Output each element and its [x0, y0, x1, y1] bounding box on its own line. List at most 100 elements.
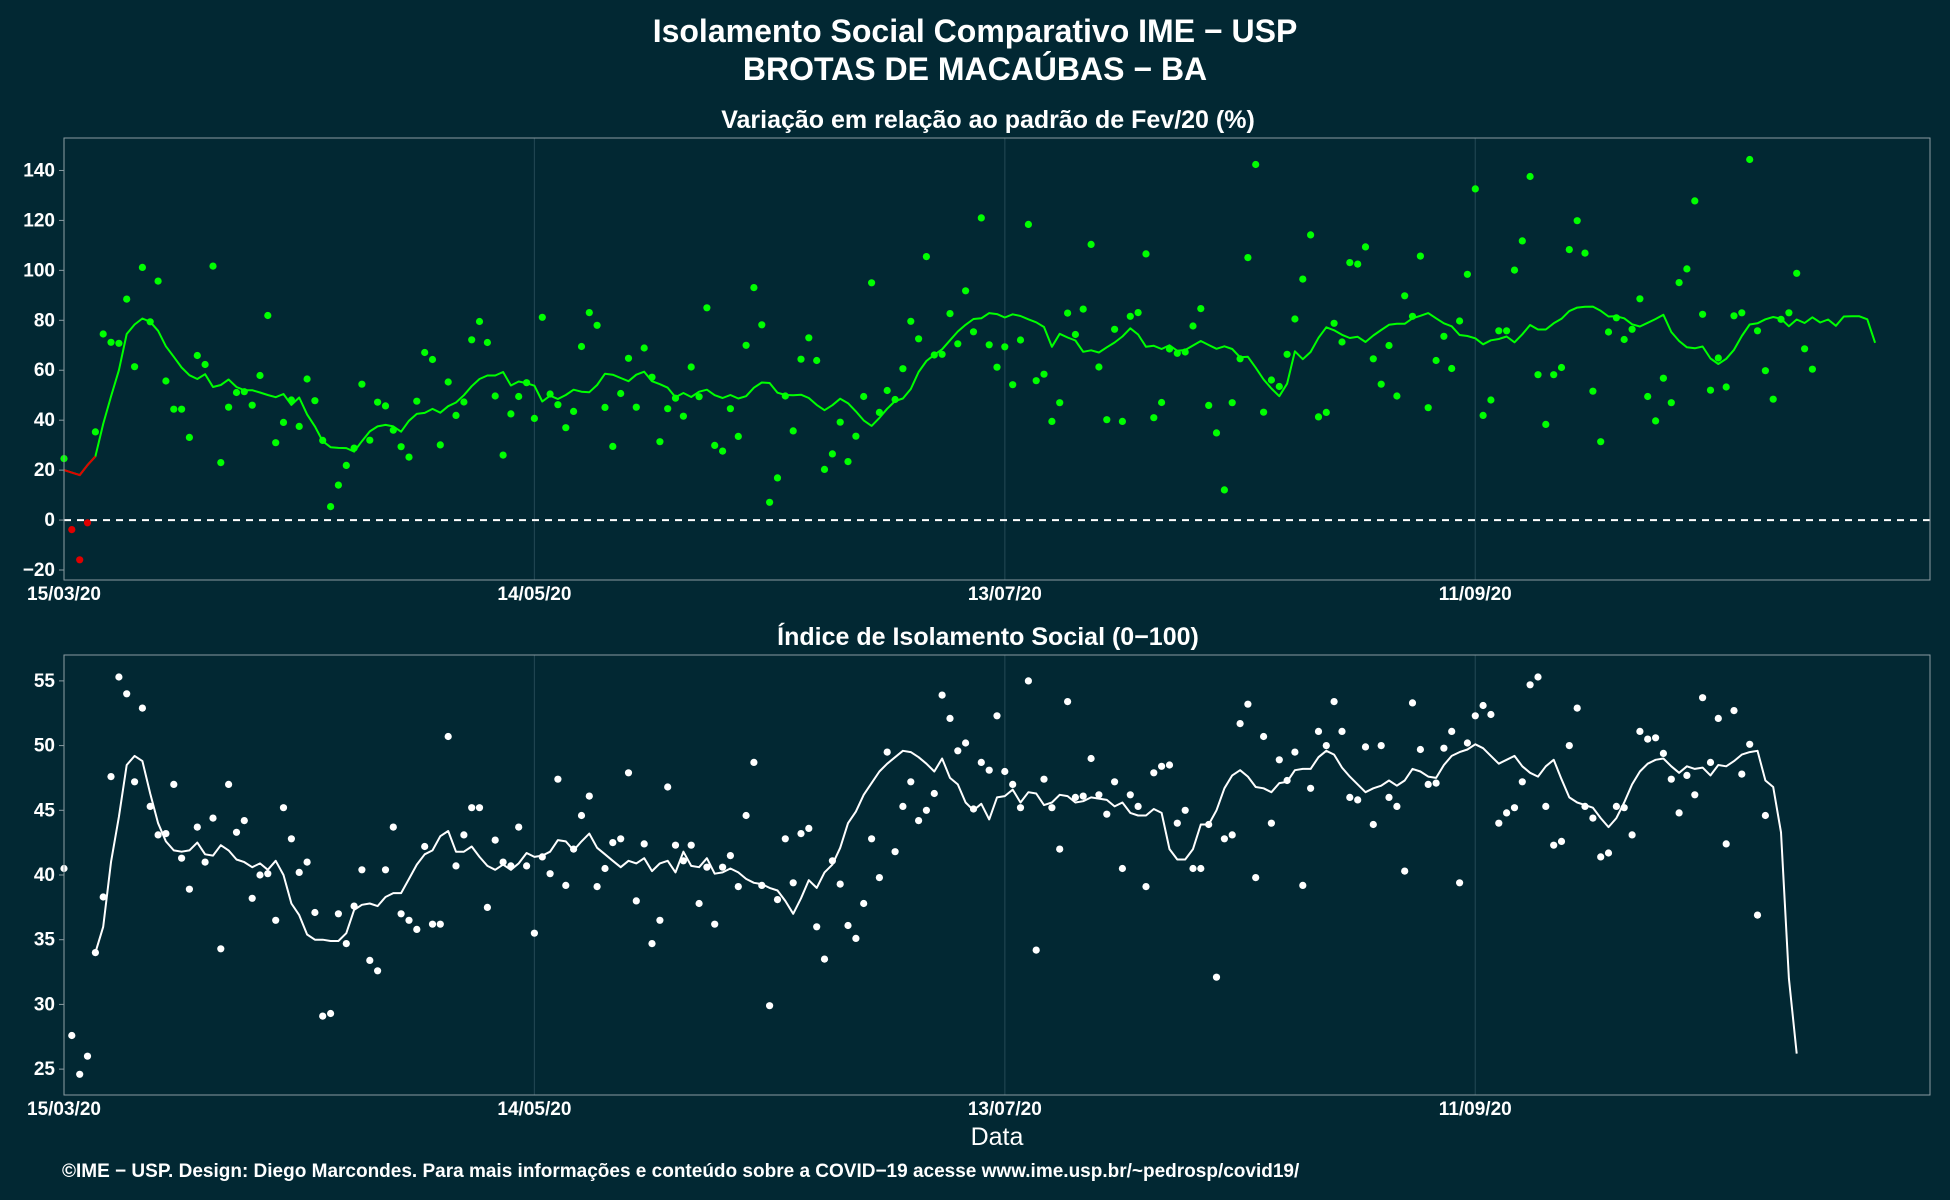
data-point	[930, 789, 938, 798]
data-point	[1691, 791, 1699, 799]
data-point	[1236, 720, 1244, 728]
data-point	[570, 407, 578, 415]
data-point	[91, 428, 99, 436]
y-tick-label: −20	[23, 560, 55, 581]
data-point	[523, 862, 531, 870]
data-point	[1777, 315, 1785, 323]
data-point	[1495, 819, 1503, 827]
data-point	[985, 766, 993, 774]
data-point	[264, 870, 272, 878]
data-point	[507, 410, 515, 418]
data-point	[993, 712, 1001, 720]
data-point	[899, 365, 907, 373]
data-point	[915, 817, 923, 825]
data-point	[1346, 793, 1354, 802]
data-point	[444, 378, 452, 386]
data-point	[1307, 784, 1315, 792]
data-point	[805, 334, 813, 342]
data-point	[374, 398, 382, 406]
data-point	[1361, 743, 1370, 751]
data-point	[1307, 231, 1315, 239]
data-point	[954, 747, 962, 755]
data-point	[1448, 364, 1456, 373]
data-point	[240, 388, 248, 396]
data-point	[342, 461, 350, 469]
data-point	[609, 839, 617, 847]
panel2-points	[60, 673, 1769, 1078]
data-point	[538, 853, 546, 861]
data-point	[366, 956, 374, 965]
data-point	[1252, 874, 1260, 882]
panel2-x-ticks: 15/03/20 14/05/20 13/07/20 11/09/20	[27, 1099, 1512, 1120]
data-point	[1636, 295, 1644, 303]
data-point	[287, 396, 295, 404]
data-point	[91, 949, 99, 957]
data-point	[83, 519, 92, 527]
data-point	[1095, 363, 1103, 371]
data-point	[1699, 694, 1707, 702]
data-point	[1377, 380, 1385, 388]
data-point	[1181, 806, 1189, 814]
data-point	[577, 811, 586, 820]
moving-average-line	[94, 743, 1798, 1054]
data-point	[107, 338, 115, 346]
data-point	[1393, 392, 1401, 400]
data-point	[993, 363, 1001, 371]
data-point	[758, 321, 766, 329]
data-point	[1354, 260, 1362, 268]
data-point	[1283, 776, 1291, 785]
data-point	[554, 775, 562, 783]
x-tick-label: 11/09/20	[1439, 1099, 1512, 1120]
data-point	[201, 360, 209, 369]
data-point	[1346, 259, 1354, 267]
data-point	[405, 916, 413, 924]
data-point	[397, 910, 405, 918]
data-point	[679, 857, 688, 865]
data-point	[1173, 819, 1181, 827]
data-point	[734, 883, 742, 891]
data-point	[891, 848, 899, 856]
data-point	[734, 432, 742, 440]
data-point	[679, 412, 688, 420]
data-point	[413, 397, 421, 405]
data-point	[515, 823, 523, 831]
data-point	[1322, 408, 1330, 416]
data-point	[1024, 220, 1032, 228]
data-point	[389, 823, 397, 831]
y-tick-label: 0	[44, 510, 55, 531]
data-point	[875, 874, 884, 882]
data-point	[1212, 973, 1221, 981]
data-point	[248, 401, 256, 409]
data-point	[107, 773, 115, 781]
data-point	[1589, 814, 1597, 822]
data-point	[421, 348, 429, 357]
data-point	[99, 330, 107, 338]
data-point	[1440, 332, 1448, 340]
data-point	[750, 284, 758, 292]
data-point	[1644, 735, 1652, 743]
data-point	[593, 883, 601, 891]
data-point	[1753, 327, 1762, 335]
data-point	[820, 465, 829, 473]
data-point	[977, 214, 985, 222]
data-point	[1079, 305, 1087, 313]
data-point	[1699, 310, 1707, 318]
data-point	[1401, 292, 1409, 300]
data-point	[1001, 343, 1009, 351]
data-point	[138, 704, 146, 712]
data-point	[577, 342, 586, 351]
data-point	[327, 1009, 335, 1018]
data-point	[899, 802, 907, 811]
data-point	[83, 1052, 92, 1060]
data-point	[781, 835, 789, 843]
data-point	[436, 920, 444, 928]
data-point	[1550, 841, 1558, 849]
data-point	[852, 432, 860, 440]
data-point	[1714, 354, 1722, 362]
data-point	[1377, 742, 1385, 750]
data-point	[969, 328, 978, 336]
data-point	[68, 526, 76, 534]
data-point	[1471, 712, 1479, 720]
data-point	[1212, 429, 1221, 437]
data-point	[460, 831, 468, 839]
